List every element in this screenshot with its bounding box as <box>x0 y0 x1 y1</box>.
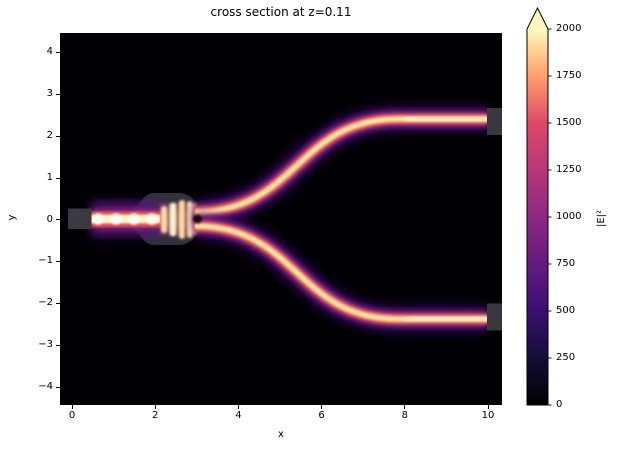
colorbar-extend-arrow <box>527 8 548 29</box>
y-tick-mark <box>56 135 60 137</box>
y-tick-mark <box>56 177 60 179</box>
colorbar-axis-label: |E|² <box>596 209 608 228</box>
colorbar-tick-label: 2000 <box>556 23 582 34</box>
x-tick-label: 8 <box>401 410 408 421</box>
y-tick-mark <box>56 344 60 346</box>
x-tick-mark <box>321 405 323 409</box>
y-tick-mark <box>56 51 60 53</box>
colorbar-tick-label: 1750 <box>556 70 582 81</box>
y-tick-label: 1 <box>46 172 53 183</box>
colorbar-tick-label: 1000 <box>556 211 582 222</box>
x-tick-mark <box>487 405 489 409</box>
plot-title: cross section at z=0.11 <box>210 5 352 19</box>
y-tick-label: −3 <box>38 339 53 350</box>
standing-wave-beats <box>92 213 158 225</box>
y-tick-mark <box>56 261 60 262</box>
colorbar-tick-label: 250 <box>556 352 576 363</box>
colorbar-gradient <box>527 29 548 405</box>
x-tick-mark <box>404 405 406 409</box>
x-tick-label: 6 <box>318 410 325 421</box>
colorbar <box>526 6 552 406</box>
taper-fringes <box>161 200 198 239</box>
y-tick-label: −4 <box>38 381 53 392</box>
y-tick-label: 0 <box>46 213 53 225</box>
y-tick-label: 3 <box>46 88 53 99</box>
y-tick-label: −2 <box>38 297 53 308</box>
input-monitor-box <box>68 208 92 229</box>
y-tick-label: −1 <box>38 255 53 266</box>
heatmap-canvas <box>60 33 502 405</box>
x-axis-label: x <box>278 429 284 440</box>
x-tick-mark <box>154 405 156 409</box>
upper-branch-field <box>194 107 488 224</box>
lower-branch-field <box>194 214 488 331</box>
colorbar-tick-label: 1250 <box>556 164 582 175</box>
colorbar-tick-label: 0 <box>556 399 563 410</box>
y-tick-label: 2 <box>46 130 53 141</box>
lower-output-monitor-box <box>487 303 502 331</box>
y-axis-label: y <box>6 214 18 221</box>
y-tick-mark <box>56 93 60 95</box>
x-tick-label: 10 <box>481 410 495 421</box>
x-tick-label: 4 <box>235 410 242 421</box>
y-tick-mark <box>56 302 60 304</box>
x-tick-mark <box>71 405 73 409</box>
x-tick-label: 2 <box>152 410 159 421</box>
y-tick-mark <box>56 219 60 220</box>
colorbar-tick-label: 750 <box>556 258 576 269</box>
y-tick-mark <box>56 386 60 388</box>
x-tick-mark <box>237 405 239 409</box>
upper-output-monitor-box <box>487 108 502 135</box>
colorbar-tick-marks <box>548 28 552 406</box>
junction-notch <box>193 214 202 224</box>
colorbar-outline <box>526 6 549 406</box>
colorbar-tick-label: 500 <box>556 305 576 316</box>
input-waveguide-field <box>91 202 160 236</box>
x-tick-label: 0 <box>68 410 76 421</box>
colorbar-tick-label: 1500 <box>556 117 582 128</box>
y-tick-label: 4 <box>46 46 53 57</box>
